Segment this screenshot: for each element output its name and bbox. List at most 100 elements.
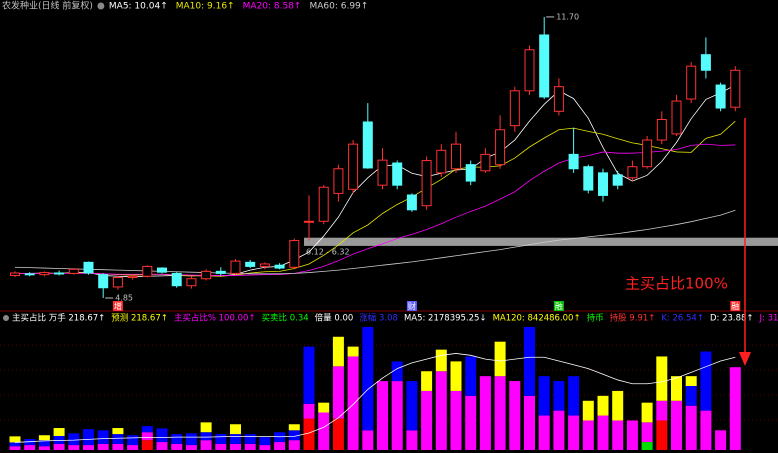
bar-segment (259, 437, 271, 446)
bar-segment (127, 445, 139, 450)
candle-body (54, 272, 65, 275)
candle-body (39, 272, 50, 276)
bar-segment (671, 376, 682, 401)
bar-segment (200, 422, 212, 433)
icon (97, 2, 105, 10)
bar-segment (450, 390, 462, 450)
candle-body (553, 86, 564, 112)
bar-segment (38, 446, 50, 450)
bar-segment (656, 400, 668, 421)
bar-segment (112, 428, 124, 435)
candle-body (98, 274, 109, 289)
candle-body (259, 263, 270, 267)
candle-body (539, 34, 550, 98)
indicator-label: 倍量 0.00 (315, 313, 354, 324)
bar-segment (97, 430, 109, 444)
bar-segment (465, 395, 477, 450)
candle-body (612, 174, 623, 186)
marker-box (553, 301, 564, 311)
bar-segment (435, 371, 447, 450)
bar-segment (185, 433, 197, 446)
bar-segment (244, 443, 256, 450)
bar-segment (568, 415, 580, 450)
bar-segment (465, 356, 477, 396)
indicator-label: 持币 (587, 313, 604, 324)
bar-segment (230, 424, 241, 435)
indicator-pane: 主买占比 万手 218.67↑ 预测 218.67↑ 主买占比% 100.00↑ 买卖… (3, 313, 778, 450)
bar-segment (656, 420, 668, 450)
candle-body (509, 90, 520, 127)
bar-segment (244, 434, 256, 444)
marker-label: 财 (408, 301, 416, 311)
candle-body (304, 220, 314, 223)
bar-segment (685, 386, 697, 406)
bar-segment (112, 434, 124, 444)
bar-segment (538, 415, 550, 450)
candle-body (245, 261, 256, 267)
annotation-label: 4.85 (115, 294, 133, 303)
candle-body (333, 168, 344, 194)
arrow-head (739, 352, 751, 366)
bar-segment (553, 381, 565, 411)
bar-segment (421, 371, 433, 391)
bar-segment (230, 434, 241, 444)
bar-segment (274, 442, 286, 450)
indicator-label: 主买占比 万手 218.67↑ (12, 313, 105, 324)
candle-body (421, 160, 432, 207)
candle-body (495, 129, 506, 166)
legend-entry: MA60: 6.99↑ (309, 2, 368, 12)
candle-body (274, 264, 285, 269)
bar-segment (597, 395, 609, 416)
bar-segment (347, 346, 359, 357)
bar-segment (362, 430, 374, 450)
candle-body (392, 162, 403, 186)
legend-entry: MA5: 10.04↑ (109, 2, 168, 12)
indicator-label: 涨幅 3.08 (359, 313, 398, 324)
ma-line (14, 209, 736, 275)
bar-segment (9, 442, 21, 447)
bar-segment (141, 432, 153, 441)
candle-body (10, 272, 20, 276)
bar-segment (68, 445, 80, 450)
candle-body (730, 69, 741, 108)
bar-segment (524, 326, 535, 396)
bar-segment (685, 376, 697, 386)
indicator-label: J: 31.91↓ (759, 314, 778, 324)
candle-body (686, 65, 697, 100)
candle-body (68, 268, 79, 274)
candle-body (171, 272, 182, 287)
bar-segment (421, 390, 433, 450)
candle-body (465, 164, 476, 182)
bar-segment (332, 366, 344, 419)
bar-segment (318, 402, 330, 413)
bar-segment (582, 420, 594, 450)
bar-segment (494, 376, 506, 450)
candle-body (318, 186, 329, 222)
bar-segment (259, 445, 271, 450)
bar-segment (156, 442, 168, 450)
bar-segment (435, 349, 447, 372)
bar-segment (38, 440, 50, 447)
bar-segment (347, 356, 359, 450)
bar-segment (171, 443, 183, 450)
bar-segment (288, 440, 300, 450)
bar-segment (362, 326, 374, 431)
candle-body (83, 261, 94, 274)
bar-segment (391, 361, 403, 382)
chart-title: 农发种业(日线 前复权) (2, 0, 93, 12)
bar-segment (9, 446, 21, 450)
candle-body (142, 265, 153, 277)
bar-segment (303, 346, 315, 404)
bar-segment (68, 433, 80, 446)
bar-segment (53, 428, 65, 436)
bar-segment (509, 381, 521, 450)
bar-segment (626, 420, 638, 450)
marker-label: 融 (731, 301, 739, 311)
legend-entry: MA20: 8.58↑ (243, 2, 302, 12)
bar-segment (729, 367, 741, 450)
marker-label: 融 (555, 301, 563, 311)
candle-body (436, 149, 447, 174)
indicator-label: 持股 9.91↑ (610, 313, 656, 324)
candle-body (406, 194, 417, 211)
